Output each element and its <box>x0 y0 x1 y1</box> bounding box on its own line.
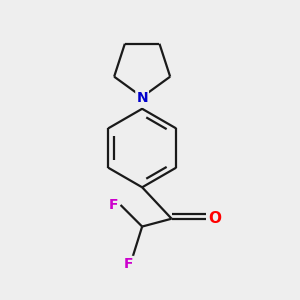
Text: F: F <box>109 198 118 212</box>
Text: F: F <box>124 257 133 271</box>
Text: N: N <box>136 91 148 105</box>
Text: O: O <box>208 211 221 226</box>
